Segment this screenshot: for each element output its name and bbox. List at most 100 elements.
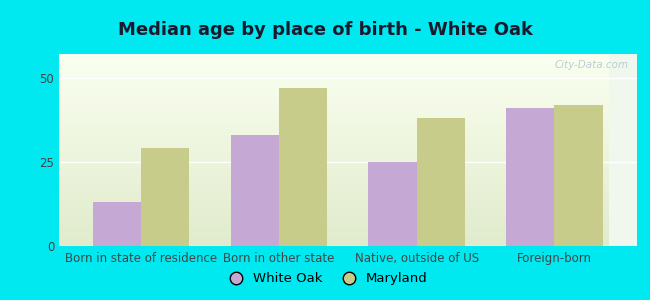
Bar xyxy=(417,118,465,246)
Bar xyxy=(58,167,610,169)
Bar xyxy=(58,231,610,233)
Bar xyxy=(58,173,610,175)
Bar xyxy=(58,69,610,71)
Bar xyxy=(58,65,610,68)
Bar xyxy=(58,58,610,60)
Bar xyxy=(58,119,610,121)
Bar xyxy=(58,192,610,194)
Bar xyxy=(58,183,610,184)
Bar xyxy=(58,215,610,217)
Bar xyxy=(58,169,610,171)
Bar xyxy=(58,219,610,221)
Bar xyxy=(58,187,610,188)
Bar xyxy=(58,236,610,238)
Bar xyxy=(58,117,610,119)
Bar xyxy=(58,68,610,69)
Bar xyxy=(58,161,610,164)
Bar xyxy=(58,129,610,131)
Bar xyxy=(58,164,610,165)
Bar xyxy=(58,73,610,75)
Bar xyxy=(58,75,610,77)
Bar xyxy=(58,175,610,177)
Bar xyxy=(58,223,610,225)
Bar xyxy=(58,56,610,58)
Bar xyxy=(58,194,610,196)
Bar xyxy=(58,54,610,56)
Bar xyxy=(58,140,610,142)
Bar xyxy=(58,92,610,94)
Bar xyxy=(58,87,610,88)
Bar xyxy=(58,146,610,148)
Bar xyxy=(58,184,610,187)
Bar xyxy=(58,136,610,139)
Bar xyxy=(369,162,417,246)
Bar xyxy=(58,79,610,81)
Bar xyxy=(58,242,610,244)
Bar xyxy=(58,104,610,106)
Bar xyxy=(231,135,279,246)
Bar xyxy=(58,131,610,133)
Bar xyxy=(58,238,610,240)
Bar xyxy=(58,150,610,152)
Bar xyxy=(58,98,610,100)
Bar xyxy=(58,113,610,116)
Bar xyxy=(58,148,610,150)
Bar xyxy=(58,204,610,206)
Bar xyxy=(58,171,610,173)
Bar xyxy=(58,125,610,127)
Bar xyxy=(58,209,610,211)
Bar xyxy=(58,160,610,161)
Bar xyxy=(58,108,610,110)
Bar xyxy=(58,179,610,181)
Bar xyxy=(58,235,610,236)
Bar xyxy=(58,112,610,113)
Bar xyxy=(58,96,610,98)
Bar xyxy=(141,148,189,246)
Bar xyxy=(58,227,610,229)
Legend: White Oak, Maryland: White Oak, Maryland xyxy=(217,267,433,290)
Bar xyxy=(58,62,610,64)
Bar xyxy=(58,225,610,227)
Bar xyxy=(58,229,610,231)
Bar xyxy=(58,198,610,200)
Bar xyxy=(58,110,610,112)
Bar xyxy=(58,127,610,129)
Bar xyxy=(58,135,610,137)
Bar xyxy=(506,108,554,246)
Bar xyxy=(58,60,610,62)
Bar xyxy=(58,156,610,158)
Bar xyxy=(58,94,610,96)
Bar xyxy=(58,202,610,204)
Bar xyxy=(58,221,610,223)
Bar xyxy=(58,232,610,235)
Bar xyxy=(58,158,610,160)
Bar xyxy=(58,121,610,123)
Bar xyxy=(58,188,610,190)
Bar xyxy=(58,154,610,156)
Bar xyxy=(58,91,610,92)
Bar xyxy=(58,177,610,179)
Bar xyxy=(58,106,610,108)
Bar xyxy=(279,88,327,246)
Bar xyxy=(58,217,610,219)
Bar xyxy=(58,100,610,102)
Bar xyxy=(58,77,610,79)
Bar xyxy=(58,190,610,192)
Bar xyxy=(58,88,610,91)
Bar xyxy=(58,139,610,140)
Bar xyxy=(58,81,610,83)
Bar xyxy=(58,165,610,167)
Bar xyxy=(58,142,610,144)
Bar xyxy=(58,102,610,104)
Bar xyxy=(58,152,610,154)
Bar xyxy=(58,64,610,65)
Bar xyxy=(58,208,610,209)
Bar xyxy=(58,144,610,146)
Bar xyxy=(554,104,603,246)
Bar xyxy=(93,202,141,246)
Bar xyxy=(58,116,610,117)
Bar xyxy=(58,133,610,135)
Bar xyxy=(58,85,610,87)
Bar xyxy=(58,212,610,213)
Bar xyxy=(58,181,610,183)
